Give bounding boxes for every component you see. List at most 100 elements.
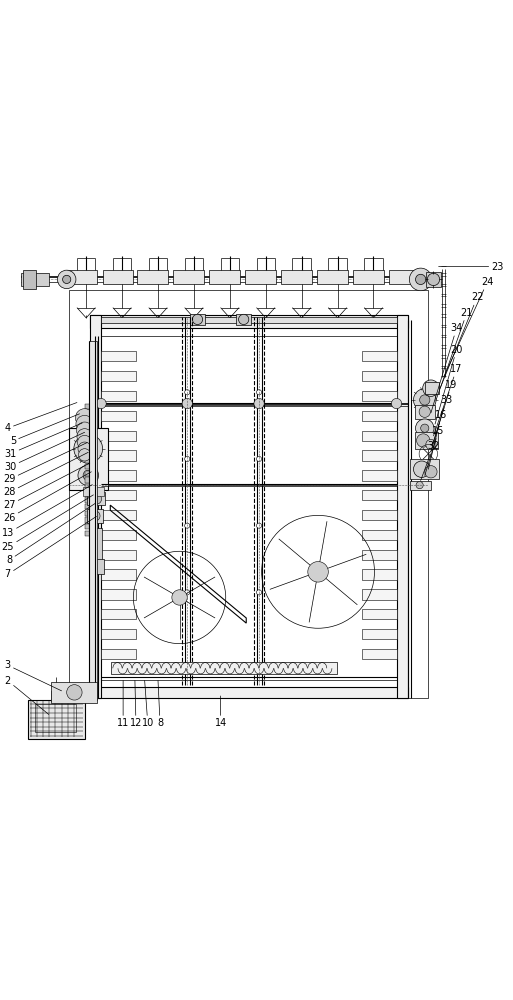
Bar [362, 351, 397, 361]
Bar [67, 270, 97, 284]
Bar [101, 609, 136, 619]
Bar [362, 530, 397, 540]
Text: 26: 26 [3, 472, 91, 523]
Bar [85, 511, 92, 516]
Bar [362, 609, 397, 619]
Bar [90, 315, 408, 328]
Text: 28: 28 [3, 452, 88, 497]
Circle shape [421, 424, 429, 432]
Text: 15: 15 [425, 426, 445, 475]
Bar [362, 470, 397, 481]
Circle shape [256, 390, 262, 395]
Text: 14: 14 [214, 696, 227, 728]
Bar [317, 270, 348, 284]
Circle shape [416, 482, 423, 489]
Text: 4: 4 [5, 403, 77, 433]
Bar [190, 314, 205, 325]
Bar [101, 510, 136, 520]
Circle shape [256, 523, 262, 528]
Text: 33: 33 [431, 395, 452, 451]
Text: 24: 24 [444, 277, 494, 377]
Bar [101, 351, 136, 361]
Circle shape [254, 398, 264, 409]
Circle shape [172, 590, 187, 605]
Circle shape [96, 398, 106, 409]
Bar [101, 470, 136, 481]
Circle shape [413, 461, 430, 477]
Text: 27: 27 [3, 463, 90, 510]
Circle shape [77, 435, 92, 450]
Bar [281, 270, 312, 284]
Bar [101, 530, 136, 540]
Bar [101, 569, 136, 580]
Bar [23, 270, 36, 289]
Circle shape [425, 466, 437, 478]
Bar [362, 589, 397, 600]
Text: 25: 25 [2, 495, 93, 552]
Circle shape [420, 395, 430, 405]
Bar [89, 341, 97, 700]
Bar [101, 450, 136, 461]
Bar [397, 315, 408, 698]
Bar [101, 550, 136, 560]
Bar [87, 492, 105, 505]
Bar [101, 649, 136, 659]
Circle shape [77, 429, 92, 444]
Bar [51, 682, 97, 703]
Bar [85, 444, 92, 449]
Bar [85, 431, 92, 436]
Bar [35, 704, 76, 732]
Bar [415, 432, 438, 449]
Bar [362, 431, 397, 441]
Bar [101, 391, 136, 401]
Bar [85, 531, 92, 536]
Bar [209, 270, 240, 284]
Circle shape [256, 456, 262, 462]
Bar [410, 481, 431, 490]
Circle shape [76, 422, 93, 438]
Circle shape [185, 523, 190, 528]
Bar [425, 382, 439, 394]
Circle shape [413, 389, 436, 411]
Bar [362, 411, 397, 421]
Circle shape [409, 268, 432, 291]
Bar [85, 484, 92, 489]
Bar [111, 662, 337, 674]
Bar [415, 405, 435, 419]
Circle shape [78, 442, 91, 455]
Text: 13: 13 [2, 485, 92, 538]
Bar [101, 629, 136, 639]
Bar [362, 490, 397, 500]
Bar [85, 411, 92, 416]
Circle shape [78, 449, 91, 461]
Text: 19: 19 [432, 380, 458, 445]
Bar [236, 314, 251, 325]
Circle shape [416, 419, 434, 437]
Text: 31: 31 [4, 423, 82, 459]
Text: 7: 7 [5, 516, 96, 579]
Text: 8: 8 [6, 504, 95, 565]
Circle shape [74, 434, 103, 463]
Bar [362, 649, 397, 659]
Bar [69, 428, 108, 490]
Bar [245, 270, 276, 284]
Circle shape [57, 270, 76, 289]
Bar [90, 315, 101, 698]
Circle shape [75, 409, 94, 427]
Bar [101, 371, 136, 381]
Circle shape [83, 470, 93, 481]
Text: 22: 22 [440, 292, 483, 388]
Circle shape [417, 434, 430, 447]
Bar [362, 450, 397, 461]
Bar [85, 477, 92, 483]
Bar [173, 270, 204, 284]
Circle shape [308, 562, 328, 582]
Bar [101, 490, 136, 500]
Bar [362, 371, 397, 381]
Bar [137, 270, 168, 284]
Text: 10: 10 [142, 681, 154, 728]
Bar [90, 687, 408, 698]
Bar [85, 524, 92, 529]
Text: 16: 16 [428, 410, 447, 469]
Bar [85, 437, 92, 443]
